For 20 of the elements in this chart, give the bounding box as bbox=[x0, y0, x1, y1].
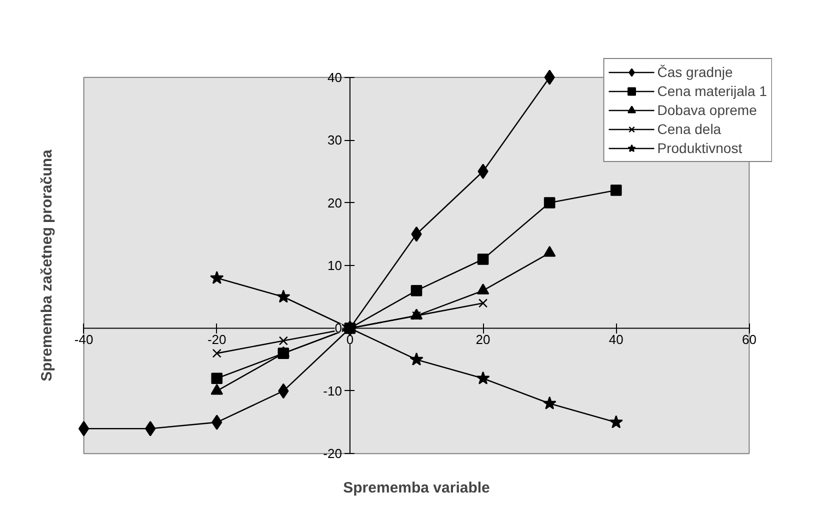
x-tick-label: -40 bbox=[74, 332, 94, 348]
x-tick-label: 60 bbox=[742, 332, 756, 348]
legend-label: Cena dela bbox=[657, 120, 722, 138]
y-tick-label: 10 bbox=[328, 258, 342, 273]
y-tick-label: 40 bbox=[328, 70, 342, 85]
y-tick-label: 20 bbox=[328, 195, 342, 210]
y-axis-title: Sprememba začetneg proračuna bbox=[38, 148, 56, 382]
y-tick-label: 0 bbox=[334, 320, 342, 336]
legend-label: Čas gradnje bbox=[657, 63, 733, 81]
x-tick-label: 0 bbox=[346, 332, 354, 348]
y-tick-label: 30 bbox=[328, 132, 342, 148]
y-tick-label: -20 bbox=[323, 446, 342, 462]
legend-label: Cena materijala 1 bbox=[657, 82, 767, 100]
y-tick-label: -10 bbox=[323, 383, 342, 398]
x-tick-label: 20 bbox=[476, 332, 490, 348]
x-axis-title: Sprememba variable bbox=[343, 480, 490, 496]
legend-label: Produktivnost bbox=[657, 139, 742, 157]
legend-label: Dobava opreme bbox=[657, 101, 757, 119]
x-tick-label: -20 bbox=[207, 332, 226, 348]
x-tick-label: 40 bbox=[608, 332, 624, 348]
